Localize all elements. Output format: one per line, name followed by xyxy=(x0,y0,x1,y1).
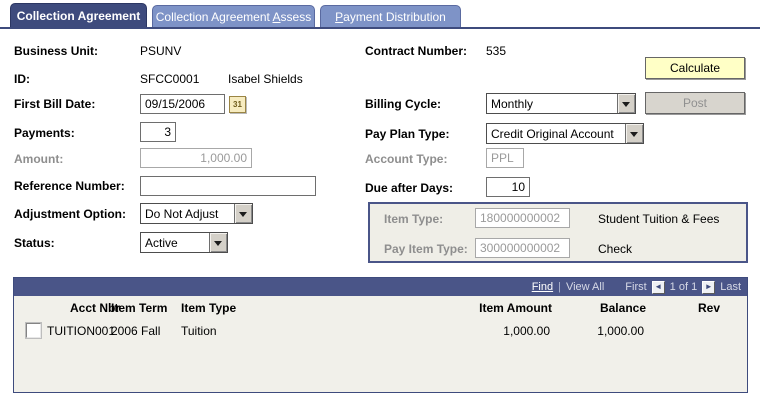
calendar-icon[interactable]: 31 xyxy=(229,96,246,113)
adjustment-option-select[interactable]: Do Not Adjust xyxy=(140,203,253,224)
business-unit-label: Business Unit: xyxy=(14,44,99,58)
cell-balance: 1,000.00 xyxy=(597,324,644,338)
item-type-description: Student Tuition & Fees xyxy=(598,212,720,226)
tab-label: Collection Agreement xyxy=(16,8,141,23)
tab-label: Collection Agreement Assess xyxy=(155,9,312,24)
previous-page-icon[interactable]: ◄ xyxy=(651,280,665,294)
item-type-input xyxy=(475,208,570,228)
tab-divider-line xyxy=(0,27,760,29)
status-value: Active xyxy=(145,236,178,250)
pay-plan-type-label: Pay Plan Type: xyxy=(365,127,450,141)
id-label: ID: xyxy=(14,72,30,86)
items-grid: Find | View All First ◄ 1 of 1 ► Last Ac… xyxy=(13,277,748,393)
item-type-label: Item Type: xyxy=(384,212,444,226)
pay-plan-type-select[interactable]: Credit Original Account xyxy=(486,123,644,144)
cell-item-term: 2006 Fall xyxy=(111,324,161,338)
id-value: SFCC0001 xyxy=(140,72,200,86)
billing-cycle-select[interactable]: Monthly xyxy=(486,93,636,114)
account-type-input xyxy=(486,148,524,168)
due-after-days-input[interactable] xyxy=(486,177,530,197)
column-header-rev: Rev xyxy=(697,301,720,315)
chevron-down-icon xyxy=(625,124,643,143)
next-page-icon[interactable]: ► xyxy=(702,280,716,294)
tab-collection-agreement[interactable]: Collection Agreement xyxy=(10,3,147,28)
last-link[interactable]: Last xyxy=(720,281,741,293)
cell-acct-nbr: TUITION001 xyxy=(47,324,116,338)
cell-item-type: Tuition xyxy=(181,324,217,338)
chevron-down-icon xyxy=(617,94,635,113)
page-indicator: 1 of 1 xyxy=(669,281,698,293)
first-bill-date-label: First Bill Date: xyxy=(14,97,96,111)
adjustment-option-label: Adjustment Option: xyxy=(14,207,126,221)
adjustment-option-value: Do Not Adjust xyxy=(145,207,219,221)
tab-collection-agreement-assess[interactable]: Collection Agreement Assess xyxy=(152,5,315,28)
contract-number-label: Contract Number: xyxy=(365,44,468,58)
view-all-link[interactable]: View All xyxy=(565,281,605,293)
due-after-days-label: Due after Days: xyxy=(365,181,454,195)
post-button: Post xyxy=(645,92,745,114)
grid-navigation-bar: Find | View All First ◄ 1 of 1 ► Last xyxy=(14,278,747,296)
amount-input xyxy=(140,148,252,168)
tab-label: Payment Distribution xyxy=(335,9,446,24)
column-header-item-amount: Item Amount xyxy=(479,301,552,315)
billing-cycle-value: Monthly xyxy=(491,97,534,111)
contract-number-value: 535 xyxy=(486,44,507,58)
reference-number-label: Reference Number: xyxy=(14,179,125,193)
find-link[interactable]: Find xyxy=(531,281,554,293)
row-checkbox[interactable] xyxy=(26,323,41,338)
column-header-item-type: Item Type xyxy=(181,301,237,315)
pay-item-type-input xyxy=(475,238,570,258)
pay-item-type-description: Check xyxy=(598,242,633,256)
column-header-item-term: Item Term xyxy=(111,301,168,315)
first-link[interactable]: First xyxy=(625,281,647,293)
id-person-name: Isabel Shields xyxy=(228,72,303,86)
cell-item-amount: 1,000.00 xyxy=(503,324,550,338)
nav-divider: | xyxy=(558,281,561,293)
payments-label: Payments: xyxy=(14,126,75,140)
status-select[interactable]: Active xyxy=(140,232,228,253)
calculate-button[interactable]: Calculate xyxy=(645,57,745,79)
first-bill-date-input[interactable] xyxy=(140,94,225,114)
column-header-balance: Balance xyxy=(599,301,646,315)
billing-cycle-label: Billing Cycle: xyxy=(365,97,442,111)
tab-payment-distribution[interactable]: Payment Distribution xyxy=(320,5,461,28)
chevron-down-icon xyxy=(234,204,252,223)
account-type-label: Account Type: xyxy=(365,152,448,166)
payments-input[interactable] xyxy=(140,122,176,142)
amount-label: Amount: xyxy=(14,152,64,166)
column-header-acct-nbr: Acct Nbr xyxy=(69,301,120,315)
reference-number-input[interactable] xyxy=(140,176,316,196)
chevron-down-icon xyxy=(209,233,227,252)
business-unit-value: PSUNV xyxy=(140,44,182,58)
status-label: Status: xyxy=(14,236,55,250)
pay-plan-type-value: Credit Original Account xyxy=(491,127,614,141)
pay-item-type-label: Pay Item Type: xyxy=(384,242,468,256)
